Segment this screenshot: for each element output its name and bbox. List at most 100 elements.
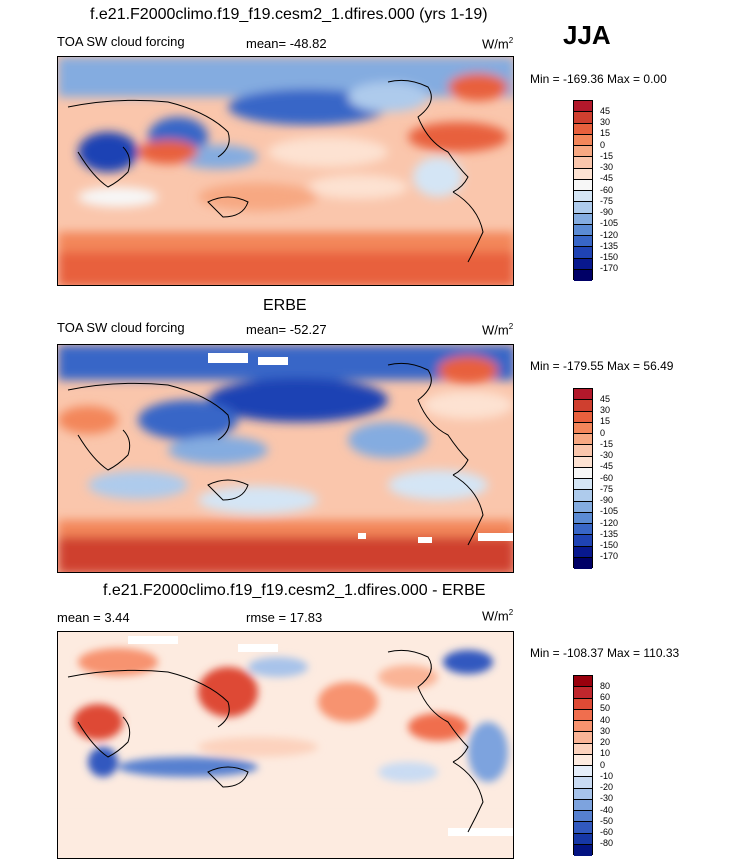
panel1-colorbar-bin [574,258,592,270]
panel2-coast-samerica [452,474,484,546]
panel1-colorbar-bin [574,269,592,281]
panel3-rmse: rmse = 17.83 [246,610,323,625]
panel3-tick: 20 [600,737,611,747]
panel1-mean: mean= -48.82 [246,36,327,51]
panel3-colorbar-bin [574,743,592,755]
panel1-tick: -90 [600,207,614,217]
panel1-tick: -105 [600,218,619,229]
panel1-coast-samerica [452,191,484,263]
panel2-minmax: Min = -179.55 Max = 56.49 [530,359,674,373]
panel3-coast-americas [387,649,469,763]
panel3-tick: -80 [600,838,614,849]
panel3-colorbar-bin [574,732,592,744]
panel1-tick: 0 [600,139,606,150]
panel2-tick: -120 [600,517,619,528]
panel3-coast-africa [77,716,131,758]
panel1-tick: 30 [600,117,611,127]
panel1-colorbar-bin [574,101,592,113]
panel2-colorbar-bin [574,546,592,558]
panel1-tick: -30 [600,162,614,172]
panel2-mean: mean= -52.27 [246,322,327,337]
panel3-colorbar-bin [574,811,592,823]
panel1-field [58,57,513,285]
panel2-colorbar-bin [574,422,592,434]
panel3-tick: -30 [600,793,614,804]
panel1-tick: 15 [600,128,611,139]
panel3-tick: 60 [600,692,611,702]
panel2-tick: -60 [600,472,614,483]
panel3-units: W/m2 [482,608,514,624]
panel3-colorbar-bin [574,766,592,778]
panel3-coast-australia [207,766,249,788]
panel1-title: f.e21.F2000climo.f19_f19.cesm2_1.dfires.… [90,6,488,23]
panel1-colorbar-bin [574,157,592,169]
panel1-colorbar-bin [574,134,592,146]
panel2-coast-africa [77,429,131,471]
panel2-colorbar-bin [574,512,592,524]
panel1-colorbar-bin [574,112,592,124]
panel1-coast-africa [77,146,131,188]
panel1-colorbar-bin [574,123,592,135]
panel2-tick: -15 [600,438,614,449]
panel1-minmax: Min = -169.36 Max = 0.00 [530,72,667,86]
panel3-tick: -60 [600,827,614,837]
panel1-tick: -170 [600,263,619,274]
panel1-tick: -120 [600,229,619,240]
panel2-tick: 30 [600,405,611,415]
panel2-tick: 15 [600,416,611,427]
panel1-tick: -135 [600,240,619,251]
panel2-colorbar-bin [574,411,592,423]
panel2-colorbar-bin [574,434,592,446]
panel1-tick: -75 [600,195,614,206]
panel2-tick: -45 [600,461,614,472]
panel2-variable-label: TOA SW cloud forcing [57,320,185,335]
panel2-tick: -135 [600,528,619,539]
panel3-tick: -40 [600,804,614,815]
panel2-tick: 0 [600,427,606,438]
panel1-colorbar-bin [574,191,592,203]
panel2-coast-americas [387,362,469,476]
panel1-map [57,56,514,286]
panel3-tick: -20 [600,782,614,792]
panel2-colorbar-bin [574,467,592,479]
panel1-colorbar-bin [574,247,592,259]
panel3-title: f.e21.F2000climo.f19_f19.cesm2_1.dfires.… [103,582,486,599]
panel1-coast-australia [207,196,249,218]
panel2-title: ERBE [263,297,307,314]
panel3-map [57,631,514,859]
panel2-coast-australia [207,479,249,501]
panel2-colorbar-bin [574,557,592,569]
panel2-field [58,345,513,572]
panel3-field [58,632,513,858]
panel2-tick: -30 [600,450,614,460]
panel2-colorbar-bin [574,456,592,468]
panel3-tick: 80 [600,680,611,691]
panel3-colorbar [573,675,593,856]
panel2-units: W/m2 [482,322,514,338]
panel1-colorbar-bin [574,168,592,180]
panel1-tick: -15 [600,150,614,161]
panel2-tick: -150 [600,540,619,550]
panel1-colorbar-bin [574,202,592,214]
panel1-coast-americas [387,79,469,193]
panel2-colorbar-bin [574,400,592,412]
panel1-tick: 45 [600,105,611,116]
panel1-colorbar-bin [574,224,592,236]
panel3-colorbar-bin [574,721,592,733]
panel1-tick: -150 [600,252,619,262]
panel3-colorbar-bin [574,709,592,721]
panel2-colorbar [573,388,593,569]
panel2-colorbar-bin [574,389,592,401]
panel1-coast-eurasia [67,99,230,158]
panel2-tick: 45 [600,393,611,404]
panel3-colorbar-bin [574,844,592,856]
panel1-colorbar-bin [574,236,592,248]
panel3-colorbar-bin [574,687,592,699]
panel3-coast-eurasia [67,669,230,728]
panel3-colorbar-bin [574,676,592,688]
panel3-colorbar-bin [574,799,592,811]
panel1-tick: -60 [600,184,614,195]
panel1-colorbar-bin [574,179,592,191]
panel2-tick: -105 [600,506,619,517]
panel3-tick: 10 [600,748,611,759]
